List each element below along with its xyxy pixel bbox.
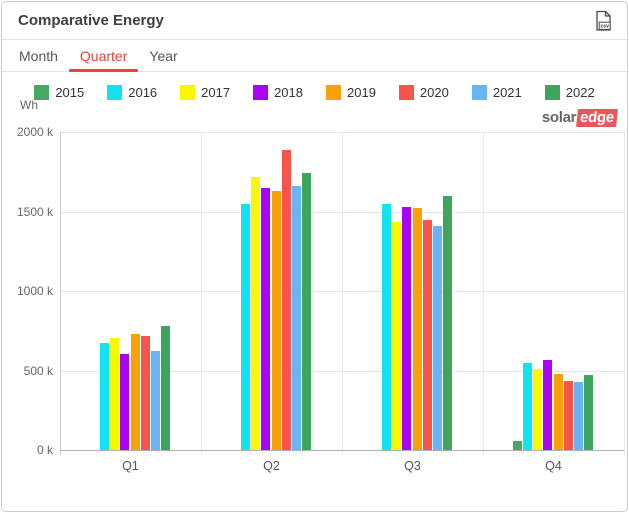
tab-year[interactable]: Year <box>149 47 178 64</box>
y-axis-tick-label: 2000 k <box>16 125 53 139</box>
bar-2018-Q2[interactable] <box>261 188 271 450</box>
legend-swatch-2021 <box>471 85 487 100</box>
bar-2020-Q3[interactable] <box>422 220 432 450</box>
bar-2021-Q3[interactable] <box>433 225 442 450</box>
bar-2017-Q2[interactable] <box>251 177 260 450</box>
bar-2018-Q4[interactable] <box>543 360 553 450</box>
legend-item-2017[interactable]: 2017 <box>180 85 230 100</box>
bar-2020-Q1[interactable] <box>140 335 150 450</box>
export-csv-button[interactable]: csv <box>591 9 615 33</box>
comparative-energy-chart: 2015 2016 2017 2018 2019 2020 2021 2022 Wh sola… <box>2 72 627 511</box>
x-axis-category-label: Q4 <box>545 459 562 473</box>
legend-swatch-2022 <box>544 85 560 100</box>
legend-label: 2016 <box>128 85 158 100</box>
bar-2022-Q2[interactable] <box>302 172 312 450</box>
y-axis-tick-label: 500 k <box>23 363 53 378</box>
svg-text:csv: csv <box>601 23 610 29</box>
legend-label: 2020 <box>419 85 449 100</box>
solaredge-logo-edge: edge <box>576 109 618 127</box>
legend-label: 2019 <box>347 85 376 100</box>
legend-label: 2018 <box>274 85 303 100</box>
x-axis-category-label: Q2 <box>263 459 280 473</box>
bar-2019-Q4[interactable] <box>553 374 563 450</box>
gridline-y-0 <box>60 450 624 451</box>
bar-2021-Q2[interactable] <box>292 186 301 450</box>
bar-2020-Q4[interactable] <box>563 380 573 450</box>
legend-item-2022[interactable]: 2022 <box>544 85 595 100</box>
legend-item-2016[interactable]: 2016 <box>107 85 157 100</box>
bar-2016-Q4[interactable] <box>522 363 532 450</box>
legend-swatch-2016 <box>107 85 123 100</box>
bar-2020-Q2[interactable] <box>281 150 291 450</box>
bar-2021-Q4[interactable] <box>574 382 583 450</box>
bar-2015-Q4[interactable] <box>512 441 522 450</box>
legend-label: 2021 <box>492 85 522 100</box>
bar-2019-Q3[interactable] <box>412 208 422 450</box>
widget-header: Comparative Energy csv <box>2 2 627 40</box>
bar-2019-Q1[interactable] <box>130 333 140 450</box>
legend-item-2019[interactable]: 2019 <box>326 85 376 100</box>
legend-label: 2015 <box>55 85 85 100</box>
bar-2022-Q3[interactable] <box>443 195 453 450</box>
page-title: Comparative Energy <box>18 12 164 29</box>
chart-legend: 2015 2016 2017 2018 2019 2020 2021 2022 <box>2 85 627 100</box>
y-axis-line <box>60 132 61 455</box>
gridline-x <box>201 132 202 455</box>
bar-2018-Q3[interactable] <box>402 206 412 450</box>
legend-label: 2022 <box>565 85 595 100</box>
legend-item-2018[interactable]: 2018 <box>253 85 303 100</box>
bar-2018-Q1[interactable] <box>120 353 130 450</box>
legend-swatch-2018 <box>253 85 269 100</box>
tab-month[interactable]: Month <box>19 47 58 64</box>
legend-item-2015[interactable]: 2015 <box>34 85 84 100</box>
legend-swatch-2019 <box>326 85 341 100</box>
bar-2022-Q4[interactable] <box>584 375 594 450</box>
y-axis-tick-label: 0 k <box>36 443 53 457</box>
period-tabs: Month Quarter Year <box>2 40 627 72</box>
y-axis-tick-label: 1000 k <box>16 284 53 298</box>
legend-item-2021[interactable]: 2021 <box>471 85 522 100</box>
bar-2017-Q1[interactable] <box>110 337 119 450</box>
x-axis-category-label: Q1 <box>122 459 139 473</box>
bar-2016-Q3[interactable] <box>381 203 391 450</box>
tab-quarter[interactable]: Quarter <box>68 40 139 72</box>
x-axis-category-label: Q3 <box>404 459 421 473</box>
legend-label: 2017 <box>201 85 231 100</box>
legend-swatch-2015 <box>34 85 50 100</box>
bar-2016-Q2[interactable] <box>240 203 250 450</box>
csv-file-icon: csv <box>596 10 611 31</box>
gridline-x <box>483 132 484 455</box>
gridline-x <box>342 132 343 455</box>
bar-2017-Q3[interactable] <box>392 221 401 450</box>
legend-swatch-2020 <box>398 85 414 100</box>
y-axis-unit-label: Wh <box>20 98 38 112</box>
bar-2016-Q1[interactable] <box>99 342 109 450</box>
bar-2021-Q1[interactable] <box>151 351 160 450</box>
y-axis-tick-label: 1500 k <box>16 204 53 219</box>
bar-2019-Q2[interactable] <box>271 190 281 450</box>
bar-2022-Q1[interactable] <box>161 325 171 450</box>
bar-2017-Q4[interactable] <box>533 368 542 450</box>
solaredge-logo-solar: solar <box>541 109 577 126</box>
legend-swatch-2017 <box>180 85 196 100</box>
legend-item-2020[interactable]: 2020 <box>398 85 449 100</box>
gridline-x <box>624 132 625 455</box>
solaredge-logo: solar edge <box>541 109 618 127</box>
